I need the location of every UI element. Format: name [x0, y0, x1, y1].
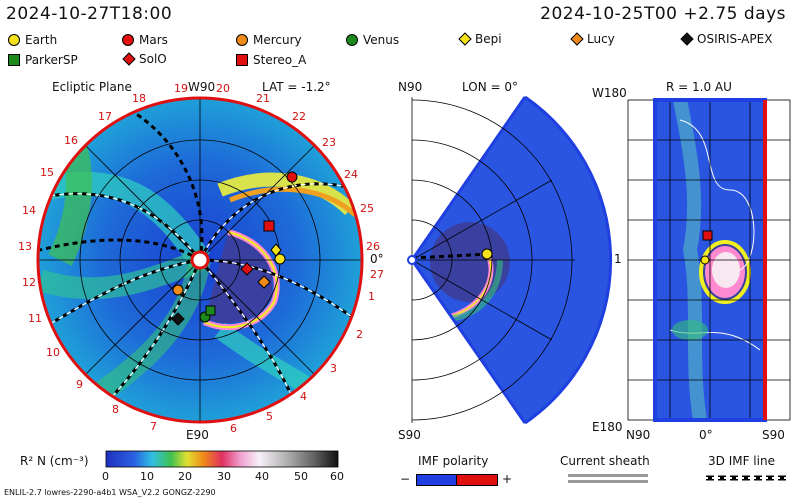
- carrington-label: 25: [360, 202, 374, 215]
- carrington-label: 10: [46, 346, 60, 359]
- colorbar-tick: 40: [255, 470, 269, 483]
- solo-marker-icon: [122, 52, 136, 66]
- legend-label: Earth: [25, 33, 58, 47]
- carrington-label: 7: [150, 420, 157, 433]
- mercury-marker-icon: [236, 34, 248, 46]
- carrington-label: 2: [356, 328, 363, 341]
- imf3d-line-sample: [706, 475, 786, 481]
- right-timestamp: 2024-10-25T00 +2.75 days: [540, 4, 786, 24]
- carrington-label: 6: [230, 422, 237, 435]
- sphere-mid-label: 1: [614, 252, 622, 266]
- carrington-label: 19: [174, 82, 188, 95]
- legend-lucy: Lucy: [570, 32, 615, 46]
- legend-label: Mars: [139, 33, 168, 47]
- carrington-label: 14: [22, 204, 36, 217]
- carrington-label: 17: [98, 110, 112, 123]
- legend-stereo-a: Stereo_A: [236, 53, 306, 67]
- legend-label: Venus: [363, 33, 400, 47]
- venus-marker-icon: [346, 34, 358, 46]
- legend-label: Bepi: [475, 32, 502, 46]
- colorbar-tick: 20: [178, 470, 192, 483]
- lucy-marker-icon: [570, 32, 584, 46]
- sphere-title: R = 1.0 AU: [666, 80, 732, 94]
- imf-plus-label: +: [502, 472, 513, 486]
- carrington-label: 26: [366, 240, 380, 253]
- left-timestamp: 2024-10-27T18:00: [6, 4, 173, 24]
- current-sheath-line: [568, 480, 648, 483]
- legend-label: Lucy: [587, 32, 615, 46]
- osiris-apex-marker-icon: [680, 32, 694, 46]
- carrington-label: 3: [330, 362, 337, 375]
- carrington-label: 8: [112, 403, 119, 416]
- legend-solo: SolO: [122, 52, 167, 66]
- sphere-e180-label: E180: [592, 420, 623, 434]
- imf-polarity-label: IMF polarity: [418, 454, 489, 468]
- imf-minus-label: −: [400, 472, 411, 486]
- sphere-w180-label: W180: [592, 86, 627, 100]
- legend-label: Mercury: [253, 33, 302, 47]
- imf-negative-swatch: [416, 474, 458, 486]
- ecliptic-title: Ecliptic Plane: [52, 80, 132, 94]
- carrington-label: 12: [22, 276, 36, 289]
- sphere-n90-label: N90: [626, 428, 651, 442]
- colorbar-tick: 0: [102, 470, 109, 483]
- carrington-label: 9: [76, 378, 83, 391]
- carrington-label: 16: [64, 134, 78, 147]
- current-sheath-line: [568, 474, 648, 477]
- legend-parkersp: ParkerSP: [8, 53, 78, 67]
- carrington-label: 4: [300, 390, 307, 403]
- carrington-label: 27: [370, 268, 384, 281]
- imf-positive-swatch: [456, 474, 498, 486]
- current-sheath-label: Current sheath: [560, 454, 650, 468]
- ecliptic-w90-label: W90: [188, 80, 216, 94]
- imf3d-label: 3D IMF line: [708, 454, 775, 468]
- carrington-label: 22: [292, 110, 306, 123]
- sphere-zero-label: 0°: [699, 428, 713, 442]
- legend-label: ParkerSP: [25, 53, 78, 67]
- stereo-a-marker-icon: [236, 54, 248, 66]
- legend-bepi: Bepi: [458, 32, 502, 46]
- carrington-label: 5: [266, 410, 273, 423]
- carrington-label: 11: [28, 312, 42, 325]
- legend-earth: Earth: [8, 33, 57, 47]
- carrington-label: 13: [18, 240, 32, 253]
- meridional-n90-label: N90: [398, 80, 423, 94]
- carrington-label: 18: [132, 92, 146, 105]
- legend-label: OSIRIS-APEX: [697, 32, 773, 46]
- legend-osiris-apex: OSIRIS-APEX: [680, 32, 772, 46]
- carrington-label: 21: [256, 92, 270, 105]
- carrington-label: 20: [216, 82, 230, 95]
- colorbar-tick: 10: [140, 470, 154, 483]
- carrington-label: 15: [40, 166, 54, 179]
- ecliptic-e90-label: E90: [186, 428, 209, 442]
- meridional-lon-label: LON = 0°: [462, 80, 518, 94]
- carrington-label: 23: [322, 136, 336, 149]
- legend-mars: Mars: [122, 33, 168, 47]
- mars-marker-icon: [122, 34, 134, 46]
- carrington-label: 24: [344, 168, 358, 181]
- colorbar-tick: 60: [330, 470, 344, 483]
- colorbar-tick: 30: [217, 470, 231, 483]
- legend-label: Stereo_A: [253, 53, 307, 67]
- sphere-s90-label: S90: [762, 428, 785, 442]
- legend-venus: Venus: [346, 33, 399, 47]
- legend-mercury: Mercury: [236, 33, 302, 47]
- ecliptic-zero-label: 0°: [370, 252, 384, 266]
- colorbar-label: R² N (cm⁻³): [20, 454, 89, 468]
- colorbar-tick: 50: [294, 470, 308, 483]
- parkersp-marker-icon: [8, 54, 20, 66]
- ecliptic-lat: LAT = -1.2°: [262, 80, 331, 94]
- meridional-s90-label: S90: [398, 428, 421, 442]
- legend-label: SolO: [139, 52, 167, 66]
- bepi-marker-icon: [458, 32, 472, 46]
- earth-marker-icon: [8, 34, 20, 46]
- version-footer: ENLIL-2.7 lowres-2290-a4b1 WSA_V2.2 GONG…: [4, 488, 216, 497]
- carrington-label: 1: [368, 290, 375, 303]
